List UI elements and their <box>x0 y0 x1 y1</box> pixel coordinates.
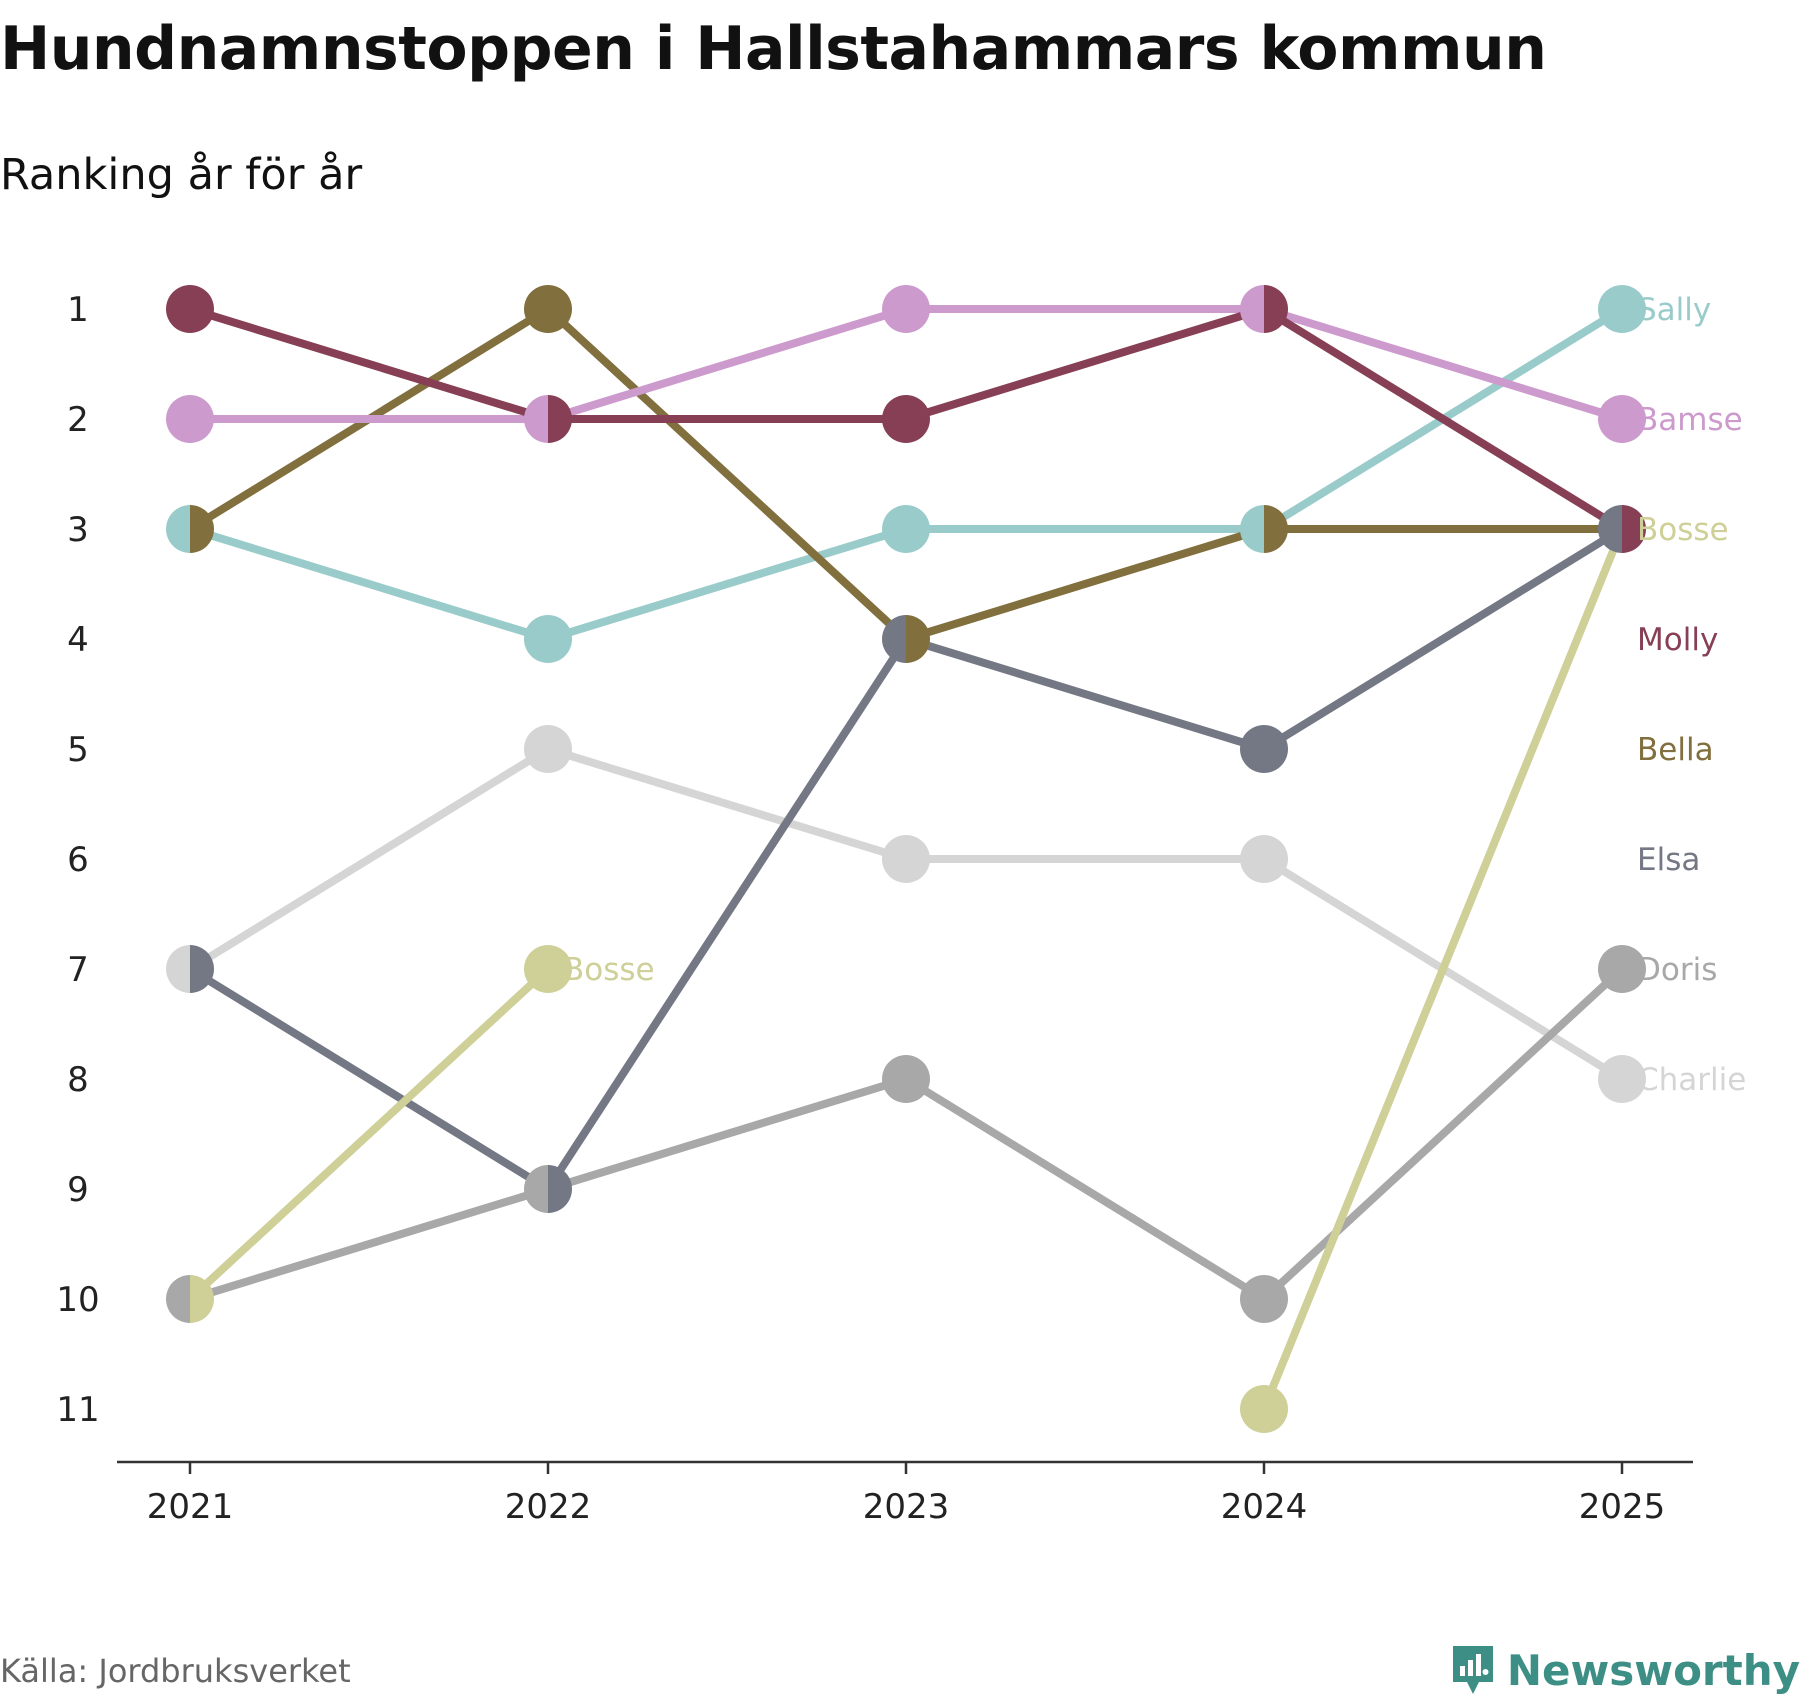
point-sally <box>524 615 572 663</box>
point-bella <box>190 505 214 553</box>
x-tick-label: 2025 <box>1579 1487 1666 1527</box>
series-line-sally <box>186 305 1626 643</box>
x-tick-label: 2021 <box>147 1487 234 1527</box>
y-tick-label: 2 <box>67 400 89 440</box>
chart-subtitle: Ranking år för år <box>0 150 363 200</box>
point-doris <box>1240 1275 1288 1323</box>
point-bamse <box>166 395 214 443</box>
series-line-bella <box>186 305 1626 643</box>
labels-layer: Charlie Doris Elsa Bosse Sally Bella Bamse Moll… <box>563 292 1746 1098</box>
point-bella <box>906 615 930 663</box>
point-molly <box>1622 505 1646 553</box>
inline-label-bosse: Bosse <box>563 952 655 988</box>
series-line-doris <box>186 965 1626 1303</box>
y-tick-label: 6 <box>67 840 89 880</box>
point-elsa <box>548 1165 572 1213</box>
series-line-charlie <box>186 745 1626 1083</box>
x-tick-label: 2022 <box>505 1487 592 1527</box>
point-bosse <box>190 1275 214 1323</box>
y-tick-label: 5 <box>67 730 89 770</box>
point-bella <box>1264 505 1288 553</box>
series-line-bosse <box>1260 525 1626 1413</box>
series-label-charlie: Charlie <box>1637 1062 1746 1098</box>
newsworthy-logo-icon <box>1452 1646 1493 1694</box>
chart-title: Hundnamnstoppen i Hallstahammars kommun <box>0 14 1547 84</box>
point-molly <box>1264 285 1288 333</box>
axis-layer: 1 2 3 4 5 6 7 8 9 10 11 2021 2022 2023 2024 2025 <box>56 290 1693 1527</box>
series-label-sally: Sally <box>1637 292 1711 328</box>
series-label-elsa: Elsa <box>1637 842 1700 878</box>
point-molly <box>548 395 572 443</box>
point-bamse <box>1598 395 1646 443</box>
y-tick-label: 8 <box>67 1060 89 1100</box>
brand-name: Newsworthy <box>1506 1645 1800 1695</box>
source-note: Källa: Jordbruksverket <box>0 1652 351 1690</box>
point-doris <box>882 1055 930 1103</box>
point-sally <box>882 505 930 553</box>
point-charlie <box>524 725 572 773</box>
point-doris <box>166 1275 190 1323</box>
y-tick-label: 4 <box>67 620 89 660</box>
point-molly <box>882 395 930 443</box>
point-charlie <box>1240 835 1288 883</box>
y-tick-label: 1 <box>67 290 89 330</box>
point-charlie <box>166 945 190 993</box>
point-elsa <box>1240 725 1288 773</box>
point-charlie <box>882 835 930 883</box>
point-elsa <box>882 615 906 663</box>
point-elsa <box>1598 505 1622 553</box>
point-bamse <box>882 285 930 333</box>
series-label-bamse: Bamse <box>1637 402 1743 438</box>
point-bella <box>524 285 572 333</box>
point-charlie <box>1598 1055 1646 1103</box>
point-sally <box>1240 505 1264 553</box>
series-line-bosse <box>186 965 552 1303</box>
y-tick-label: 3 <box>67 510 89 550</box>
y-tick-label: 10 <box>56 1280 99 1320</box>
series-label-molly: Molly <box>1637 622 1718 658</box>
y-tick-label: 9 <box>67 1170 89 1210</box>
dots-layer <box>166 285 1646 1433</box>
point-doris <box>1598 945 1646 993</box>
brand-logo: Newsworthy <box>1449 1642 1800 1698</box>
point-molly <box>166 285 214 333</box>
series-label-bella: Bella <box>1637 732 1714 768</box>
series-label-bosse: Bosse <box>1637 512 1729 548</box>
y-tick-label: 7 <box>67 950 89 990</box>
series-label-doris: Doris <box>1637 952 1717 988</box>
y-tick-label: 11 <box>56 1390 99 1430</box>
point-bosse <box>1240 1385 1288 1433</box>
point-sally <box>1598 285 1646 333</box>
point-bosse <box>524 945 572 993</box>
point-bamse <box>524 395 548 443</box>
point-sally <box>166 505 190 553</box>
point-bamse <box>1240 285 1264 333</box>
x-tick-label: 2023 <box>863 1487 950 1527</box>
x-tick-label: 2024 <box>1221 1487 1308 1527</box>
point-elsa <box>190 945 214 993</box>
point-doris <box>524 1165 548 1213</box>
